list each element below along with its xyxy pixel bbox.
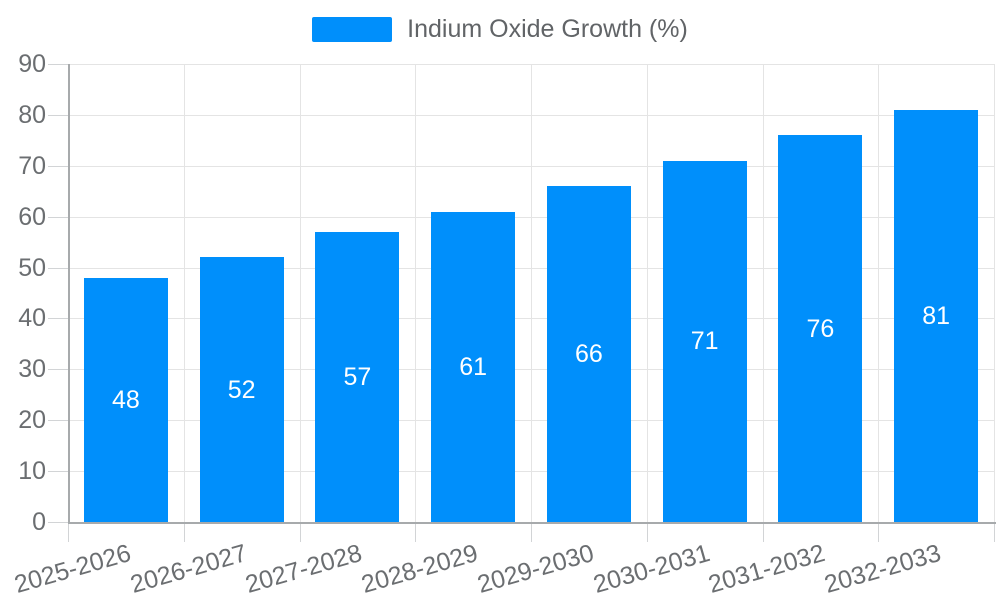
bar[interactable]: [546, 186, 631, 522]
bar[interactable]: [83, 277, 168, 522]
gridline-vertical: [531, 64, 532, 522]
legend-label: Indium Oxide Growth (%): [407, 15, 688, 43]
y-axis-label: 10: [18, 457, 46, 486]
x-axis-tick: [415, 522, 417, 542]
y-axis-tick: [48, 522, 68, 523]
y-axis-label: 70: [18, 151, 46, 180]
y-axis-tick: [48, 216, 68, 218]
gridline-vertical: [762, 64, 764, 522]
bar[interactable]: [431, 211, 516, 522]
gridline-vertical: [878, 64, 880, 522]
x-axis-tick: [68, 522, 69, 542]
bar[interactable]: [315, 231, 400, 522]
y-axis-tick: [48, 64, 68, 65]
bar[interactable]: [894, 109, 979, 522]
legend-item[interactable]: Indium Oxide Growth (%): [0, 15, 1000, 44]
y-axis-tick: [48, 165, 68, 167]
gridline-vertical: [183, 64, 185, 522]
x-axis-tick: [183, 522, 185, 542]
y-axis-label: 30: [18, 355, 46, 384]
y-axis-label: 0: [32, 508, 46, 536]
y-axis-tick: [48, 471, 68, 473]
x-axis-tick: [531, 522, 532, 542]
x-axis-tick: [878, 522, 880, 542]
x-axis-tick: [299, 522, 301, 542]
y-axis-tick: [48, 114, 68, 116]
gridline-vertical: [994, 64, 995, 522]
gridline-vertical: [415, 64, 417, 522]
bar[interactable]: [662, 160, 747, 522]
y-axis-tick: [48, 267, 68, 269]
x-axis-tick: [646, 522, 648, 542]
gridline-vertical: [299, 64, 301, 522]
bar[interactable]: [199, 257, 284, 522]
y-axis-label: 60: [18, 202, 46, 231]
y-axis-line: [68, 64, 70, 522]
y-axis-label: 50: [18, 253, 46, 282]
legend-swatch-icon: [312, 17, 393, 42]
y-axis-label: 80: [18, 100, 46, 129]
gridline-vertical: [646, 64, 648, 522]
x-axis-tick: [994, 522, 995, 542]
bar[interactable]: [778, 135, 863, 522]
y-axis-tick: [48, 420, 68, 422]
y-axis-tick: [48, 369, 68, 371]
y-axis-label: 20: [18, 406, 46, 435]
x-axis-tick: [762, 522, 764, 542]
y-axis-tick: [48, 318, 68, 320]
y-axis-label: 40: [18, 304, 46, 333]
x-axis-line: [68, 522, 996, 524]
y-axis-label: 90: [18, 50, 46, 78]
